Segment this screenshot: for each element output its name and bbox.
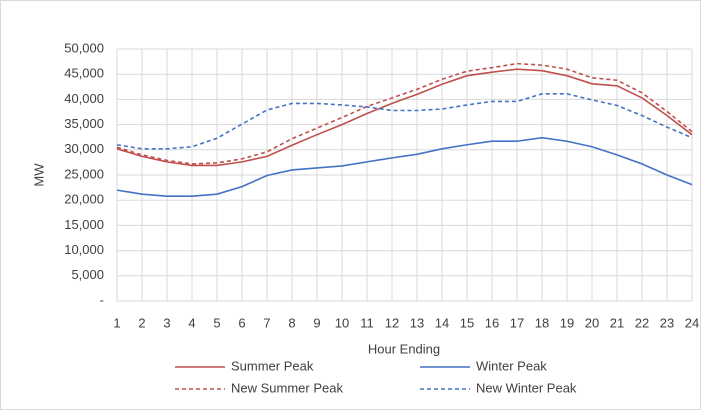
- y-axis-label: MW: [31, 163, 46, 187]
- series-line: [116, 68, 693, 167]
- x-tick-label: 16: [485, 315, 499, 330]
- y-tick-label: 15,000: [64, 217, 104, 232]
- x-tick-label: 8: [288, 315, 295, 330]
- y-tick-label: 45,000: [64, 66, 104, 81]
- x-tick-label: 1: [113, 315, 120, 330]
- legend-label: New Summer Peak: [231, 380, 343, 395]
- y-tick-label: 40,000: [64, 91, 104, 106]
- y-tick-label: 10,000: [64, 242, 104, 257]
- y-tick-label: 20,000: [64, 192, 104, 207]
- y-tick-label: 30,000: [64, 141, 104, 156]
- x-tick-label: 10: [335, 315, 349, 330]
- series-line: [116, 93, 693, 150]
- x-tick-label: 6: [238, 315, 245, 330]
- x-tick-label: 14: [435, 315, 449, 330]
- x-tick-label: 3: [163, 315, 170, 330]
- x-tick-label: 18: [535, 315, 549, 330]
- x-tick-label: 7: [263, 315, 270, 330]
- y-tick-label: 5,000: [71, 267, 104, 282]
- x-tick-label: 4: [188, 315, 195, 330]
- x-tick-label: 21: [610, 315, 624, 330]
- x-tick-label: 20: [585, 315, 599, 330]
- legend-label: Winter Peak: [476, 358, 547, 373]
- y-tick-label: 25,000: [64, 166, 104, 181]
- y-tick-label: 35,000: [64, 116, 104, 131]
- legend-label: New Winter Peak: [476, 380, 577, 395]
- x-tick-label: 17: [510, 315, 524, 330]
- x-tick-label: 19: [560, 315, 574, 330]
- x-tick-label: 12: [385, 315, 399, 330]
- x-tick-label: 5: [213, 315, 220, 330]
- x-tick-label: 9: [313, 315, 320, 330]
- x-tick-label: 13: [410, 315, 424, 330]
- series-line: [116, 62, 693, 165]
- series-line: [116, 136, 693, 197]
- x-tick-label: 15: [460, 315, 474, 330]
- x-tick-label: 22: [635, 315, 649, 330]
- x-tick-label: 2: [138, 315, 145, 330]
- legend-label: Summer Peak: [231, 358, 314, 373]
- y-tick-label: 50,000: [64, 40, 104, 55]
- x-axis-label: Hour Ending: [368, 341, 440, 356]
- x-tick-label: 23: [660, 315, 674, 330]
- x-tick-label: 24: [685, 315, 699, 330]
- x-tick-label: 11: [360, 315, 374, 330]
- y-tick-label: -: [100, 292, 104, 307]
